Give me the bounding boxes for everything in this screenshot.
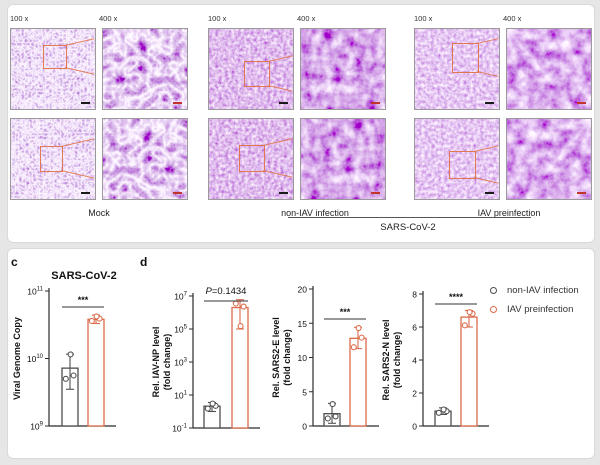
roi-box	[239, 144, 265, 173]
legend-marker-circle-icon	[490, 287, 497, 294]
svg-text:5: 5	[302, 387, 307, 397]
histology-image-iavpre-400x-row1	[506, 28, 592, 110]
histology-image-mock-100x-row1	[10, 28, 96, 110]
histology-group-iav-pre: 100 x 400 x	[414, 14, 592, 218]
roi-box	[448, 151, 476, 179]
svg-text:***: ***	[78, 295, 89, 305]
svg-text:P=0.1434: P=0.1434	[206, 286, 247, 297]
magnification-labels: 100 x 400 x	[208, 14, 386, 28]
qpcr-panels-card: 109 1010 1011 Viral Genome Copy SARS-CoV-2 **…	[7, 248, 595, 459]
svg-text:109: 109	[30, 422, 43, 432]
scale-bar	[279, 102, 288, 104]
svg-text:****: ****	[449, 292, 464, 302]
svg-text:15: 15	[298, 319, 308, 329]
chart-iav-np: 10-1 101 103 105 107 Rel. IAV-NP level (fold c…	[151, 286, 260, 434]
svg-text:Rel. SARS2-N level: Rel. SARS2-N level	[381, 319, 391, 400]
histology-image-iavpre-400x-row2	[506, 118, 592, 200]
svg-text:107: 107	[174, 292, 187, 302]
mag-label-400x: 400 x	[503, 14, 522, 23]
mag-label-400x: 400 x	[297, 14, 316, 23]
svg-text:10-1: 10-1	[172, 424, 187, 434]
panel-letter-d: d	[140, 255, 148, 269]
histology-image-noniav-400x-row2	[300, 118, 386, 200]
histology-image-noniav-100x-row1	[208, 28, 294, 110]
svg-text:(fold change): (fold change)	[162, 334, 172, 391]
histology-image-iavpre-100x-row2	[414, 118, 500, 200]
scale-bar	[279, 192, 288, 194]
chart-sars2-e: 0 5 10 15 20 Rel. SARS2-E level (fold change) *…	[271, 285, 379, 432]
scale-bar	[485, 192, 494, 194]
scale-bar	[577, 102, 586, 104]
svg-text:(fold change): (fold change)	[282, 329, 292, 386]
sars-cov-2-bracket-line	[288, 217, 531, 218]
mag-label-100x: 100 x	[414, 14, 433, 23]
svg-text:SARS-CoV-2: SARS-CoV-2	[51, 270, 116, 282]
legend-item-non-iav: non-IAV infection	[490, 285, 579, 296]
svg-text:20: 20	[298, 285, 308, 295]
svg-text:0: 0	[302, 422, 307, 432]
legend-marker-circle-icon	[490, 306, 497, 313]
svg-text:10: 10	[298, 353, 308, 363]
roi-box	[42, 45, 67, 70]
svg-text:6: 6	[412, 323, 417, 333]
svg-text:1010: 1010	[27, 354, 44, 364]
histology-group-mock: 100 x 400 x	[10, 14, 188, 218]
svg-text:Viral Genome Copy: Viral Genome Copy	[12, 317, 22, 400]
roi-box	[244, 61, 270, 87]
svg-text:4: 4	[412, 356, 417, 366]
histology-image-mock-400x-row1	[102, 28, 188, 110]
legend-item-iav-pre: IAV preinfection	[490, 304, 579, 315]
svg-text:0: 0	[412, 422, 417, 432]
svg-text:8: 8	[412, 290, 417, 300]
magnification-labels: 100 x 400 x	[10, 14, 188, 28]
svg-text:Rel. SARS2-E level: Rel. SARS2-E level	[271, 317, 281, 398]
group-label-iav-pre: IAV preinfection	[477, 208, 541, 218]
scale-bar	[371, 102, 380, 104]
svg-text:***: ***	[340, 307, 351, 317]
roi-box	[39, 146, 63, 173]
chart-sars2-n: 0 2 4 6 8 Rel. SARS2-N level (fold change) ****	[381, 290, 489, 432]
histology-image-noniav-100x-row2	[208, 118, 294, 200]
scale-bar	[173, 102, 182, 104]
histology-image-iavpre-100x-row1	[414, 28, 500, 110]
scale-bar	[81, 102, 90, 104]
legend-label: IAV preinfection	[507, 304, 574, 315]
scale-bar	[81, 192, 90, 194]
legend-label: non-IAV infection	[507, 285, 579, 296]
svg-text:2: 2	[412, 389, 417, 399]
histology-image-noniav-400x-row1	[300, 28, 386, 110]
mag-label-400x: 400 x	[99, 14, 118, 23]
svg-text:Rel. IAV-NP level: Rel. IAV-NP level	[151, 327, 161, 398]
group-label-non-iav: non-IAV infection	[281, 208, 349, 218]
mag-label-100x: 100 x	[10, 14, 29, 23]
mag-label-100x: 100 x	[208, 14, 227, 23]
scale-bar	[371, 192, 380, 194]
panel-letter-c: c	[11, 255, 18, 269]
histology-image-mock-100x-row2	[10, 118, 96, 200]
scale-bar	[485, 102, 494, 104]
legend: non-IAV infection IAV preinfection	[490, 285, 579, 323]
group-label-mock: Mock	[88, 208, 110, 218]
histology-image-mock-400x-row2	[102, 118, 188, 200]
chart-viral-genome-copy: 109 1010 1011 Viral Genome Copy SARS-CoV-2 **…	[12, 270, 117, 432]
roi-box	[451, 43, 480, 73]
histology-group-non-iav: 100 x 400 x	[208, 14, 386, 218]
svg-text:(fold change): (fold change)	[392, 332, 402, 389]
scale-bar	[173, 192, 182, 194]
svg-text:101: 101	[174, 391, 187, 401]
scale-bar	[577, 192, 586, 194]
histology-card: 100 x 400 x	[7, 4, 595, 243]
svg-text:103: 103	[174, 358, 187, 368]
svg-text:1011: 1011	[27, 287, 43, 297]
magnification-labels: 100 x 400 x	[414, 14, 592, 28]
svg-text:105: 105	[174, 325, 187, 335]
sars-cov-2-bracket-label: SARS-CoV-2	[380, 222, 436, 233]
